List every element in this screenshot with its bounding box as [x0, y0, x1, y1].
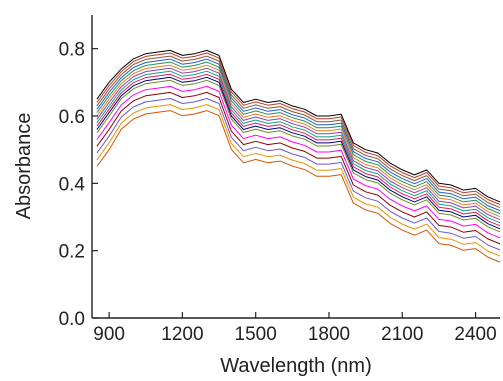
- series-line-16: [96, 110, 501, 263]
- series-line-14: [96, 98, 501, 251]
- x-tick-label: 1800: [308, 324, 350, 345]
- y-tick-label: 0.8: [59, 40, 85, 61]
- y-tick-label: 0.6: [59, 107, 85, 128]
- series-line-6: [96, 64, 501, 218]
- x-tick-label: 900: [93, 324, 125, 345]
- y-tick-label: 0.4: [59, 174, 86, 195]
- x-tick-label: 1500: [235, 324, 277, 345]
- y-tick-label: 0.2: [59, 242, 85, 263]
- tick-layer: 900 1200 1500 1800 2100 2400 0.0 0.2 0.4 0.6 0.8: [59, 40, 497, 345]
- y-tick-label: 0.0: [59, 309, 85, 330]
- x-tick-label: 1200: [161, 324, 203, 345]
- series-line-13: [96, 91, 501, 245]
- series-line-12: [96, 85, 501, 239]
- series-line-10: [96, 76, 501, 230]
- series-line-1: [96, 49, 501, 203]
- series-line-8: [96, 70, 501, 224]
- series-line-4: [96, 58, 501, 212]
- series-line-15: [96, 104, 501, 257]
- x-tick-label: 2100: [381, 324, 423, 345]
- series-line-5: [96, 61, 501, 215]
- series-line-9: [96, 73, 501, 227]
- series-layer: [96, 49, 501, 263]
- series-line-2: [96, 52, 501, 205]
- series-line-11: [96, 79, 501, 233]
- series-line-3: [96, 55, 501, 209]
- series-line-7: [96, 67, 501, 221]
- x-axis-title: Wavelength (nm): [220, 355, 372, 377]
- x-tick-label: 2400: [454, 324, 496, 345]
- y-axis-title: Absorbance: [13, 113, 35, 220]
